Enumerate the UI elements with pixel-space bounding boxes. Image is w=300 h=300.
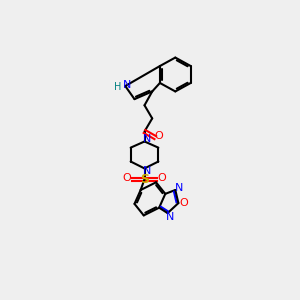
- Text: N: N: [142, 134, 151, 144]
- Text: N: N: [175, 184, 183, 194]
- Text: N: N: [166, 212, 174, 222]
- Text: O: O: [155, 131, 164, 141]
- Text: H: H: [114, 82, 122, 92]
- Text: O: O: [179, 198, 188, 208]
- Text: N: N: [142, 166, 151, 176]
- Text: O: O: [122, 173, 131, 183]
- Text: N: N: [123, 80, 131, 90]
- Text: S: S: [140, 173, 149, 186]
- Text: O: O: [158, 173, 167, 183]
